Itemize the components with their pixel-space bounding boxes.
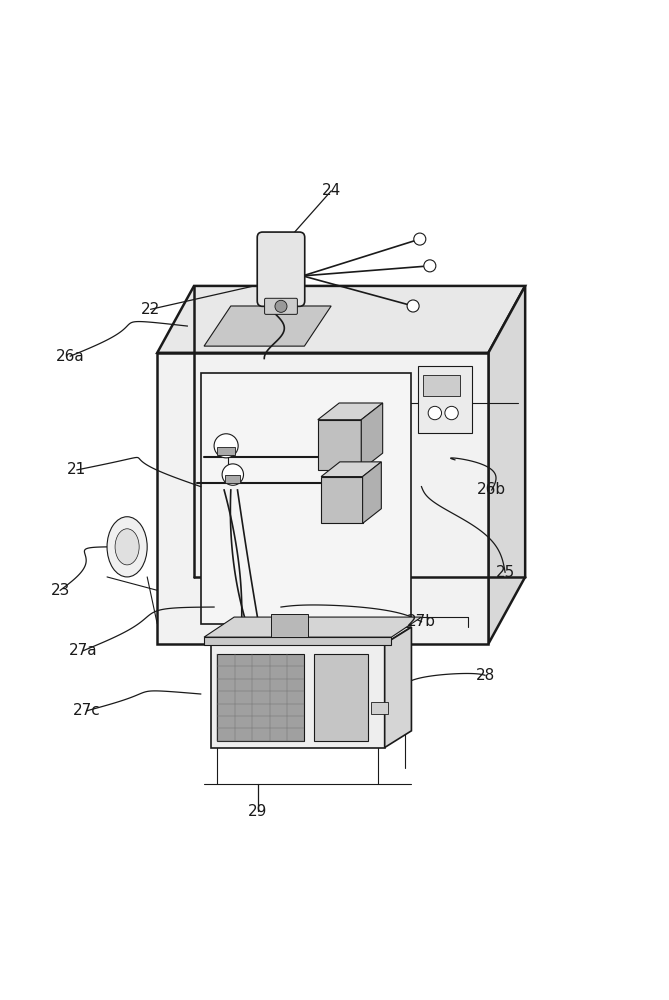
Circle shape xyxy=(445,406,458,420)
Text: 29: 29 xyxy=(248,804,267,819)
Bar xyxy=(217,654,304,741)
Text: 21: 21 xyxy=(68,462,86,477)
Text: 22: 22 xyxy=(141,302,160,317)
FancyBboxPatch shape xyxy=(257,232,304,306)
Polygon shape xyxy=(204,306,331,346)
Ellipse shape xyxy=(107,517,147,577)
Circle shape xyxy=(413,233,425,245)
Circle shape xyxy=(407,300,419,312)
Bar xyxy=(225,475,240,483)
Text: 27b: 27b xyxy=(407,614,436,629)
Polygon shape xyxy=(318,403,383,420)
FancyBboxPatch shape xyxy=(265,298,297,314)
Bar xyxy=(314,654,368,741)
Polygon shape xyxy=(488,286,525,644)
Polygon shape xyxy=(321,477,363,523)
Bar xyxy=(371,702,388,714)
Bar xyxy=(423,375,460,396)
Text: 27a: 27a xyxy=(70,643,98,658)
Bar xyxy=(157,353,488,644)
Text: 24: 24 xyxy=(322,183,341,198)
Polygon shape xyxy=(321,462,381,477)
Polygon shape xyxy=(204,637,391,645)
Polygon shape xyxy=(385,627,411,748)
Polygon shape xyxy=(204,617,421,637)
Polygon shape xyxy=(318,420,361,470)
Text: 26a: 26a xyxy=(56,349,84,364)
Polygon shape xyxy=(361,403,383,470)
Text: 25: 25 xyxy=(496,565,514,580)
Circle shape xyxy=(222,464,244,485)
Ellipse shape xyxy=(115,529,139,565)
Bar xyxy=(418,366,472,433)
Circle shape xyxy=(424,260,436,272)
Polygon shape xyxy=(363,462,381,523)
Bar xyxy=(271,614,308,637)
Bar xyxy=(201,373,411,624)
Circle shape xyxy=(214,434,238,458)
Bar xyxy=(217,447,235,455)
Text: 23: 23 xyxy=(51,583,70,598)
Circle shape xyxy=(275,300,287,312)
Text: 27c: 27c xyxy=(73,703,101,718)
Text: 26b: 26b xyxy=(477,482,506,497)
Text: 28: 28 xyxy=(476,668,494,683)
Circle shape xyxy=(428,406,442,420)
Polygon shape xyxy=(211,627,411,644)
Polygon shape xyxy=(211,644,385,748)
Polygon shape xyxy=(157,286,525,353)
